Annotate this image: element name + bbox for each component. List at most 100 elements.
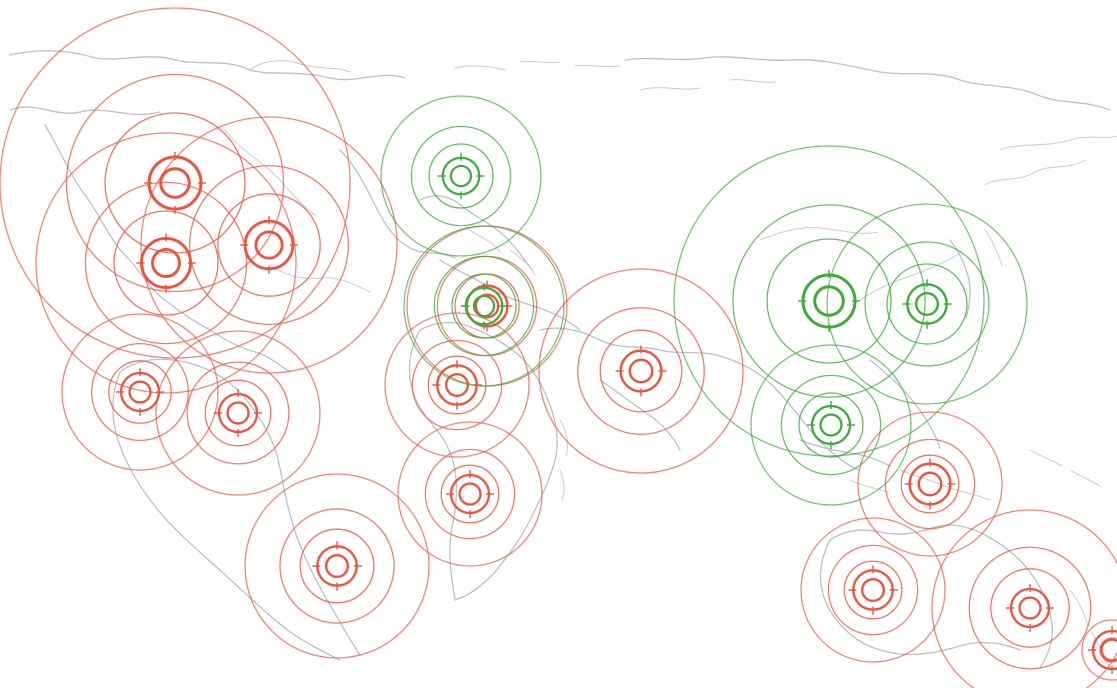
map-marker-negative[interactable]	[538, 268, 744, 474]
marker-halo-ring	[155, 330, 321, 496]
marker-inner-ring	[226, 401, 250, 425]
marker-halo-ring	[931, 509, 1117, 688]
marker-inner-ring	[628, 358, 654, 384]
marker-halo-ring	[599, 329, 683, 413]
marker-halo-ring	[826, 203, 1028, 405]
map-marker-negative[interactable]	[35, 132, 297, 394]
marker-halo-ring	[1081, 619, 1117, 681]
marker-halo-ring	[108, 360, 172, 424]
marker-halo-ring	[798, 392, 864, 458]
marker-inner-ring	[324, 553, 350, 579]
marker-inner-ring	[1018, 596, 1042, 620]
marker-halo-ring	[440, 464, 500, 524]
marker-core-ring	[810, 404, 852, 446]
marker-halo-ring	[827, 544, 919, 636]
marker-halo-ring	[857, 411, 1003, 557]
marker-halo-ring	[577, 307, 705, 435]
coastlines	[9, 50, 1117, 669]
marker-halo-ring	[1099, 637, 1117, 663]
marker-halo-ring	[900, 454, 960, 514]
marker-halo-ring	[244, 473, 430, 659]
marker-core-ring	[316, 545, 358, 587]
marker-core-ring	[906, 283, 948, 325]
marker-halo-ring	[410, 125, 512, 227]
marker-halo-ring	[427, 355, 487, 415]
marker-inner-ring	[1100, 638, 1117, 662]
marker-halo-ring	[990, 568, 1070, 648]
marker-inner-ring	[449, 164, 473, 188]
map-marker-negative[interactable]	[1081, 619, 1117, 681]
marker-inner-ring	[444, 372, 470, 398]
marker-halo-ring	[140, 116, 398, 374]
marker-halo-ring	[843, 560, 903, 620]
marker-halo-ring	[780, 374, 882, 476]
marker-halo-ring	[380, 95, 542, 257]
marker-core-ring	[1091, 629, 1117, 671]
map-marker-negative[interactable]	[155, 330, 321, 496]
marker-halo-ring	[61, 313, 219, 471]
marker-inner-ring	[860, 577, 886, 603]
map-marker-negative[interactable]	[140, 116, 398, 374]
marker-inner-ring	[474, 293, 500, 319]
marker-halo-ring	[750, 344, 912, 506]
marker-halo-ring	[538, 268, 744, 474]
map-marker-positive[interactable]	[403, 225, 565, 387]
marker-halo-ring	[451, 273, 517, 339]
marker-halo-ring	[800, 517, 946, 663]
map-marker-negative[interactable]	[384, 312, 530, 458]
marker-halo-ring	[411, 339, 503, 431]
marker-halo-ring	[90, 342, 190, 442]
marker-core-ring	[243, 219, 295, 271]
marker-halo-ring	[886, 263, 968, 345]
marker-halo-ring	[403, 225, 565, 387]
marker-core-ring	[908, 462, 952, 506]
marker-halo-ring	[35, 132, 297, 394]
marker-halo-ring	[673, 145, 985, 457]
marker-core-ring	[139, 236, 193, 290]
marker-core-ring	[217, 392, 259, 434]
map-marker-positive[interactable]	[380, 95, 542, 257]
marker-inner-ring	[151, 248, 181, 278]
marker-inner-ring	[458, 482, 482, 506]
marker-halo-ring	[433, 255, 535, 357]
marker-halo-ring	[113, 210, 219, 316]
markers-layer	[0, 7, 1117, 688]
marker-halo-ring	[397, 421, 543, 567]
map-marker-negative[interactable]	[931, 509, 1117, 688]
marker-core-ring	[1009, 587, 1051, 629]
marker-halo-ring	[864, 241, 990, 367]
map-marker-positive[interactable]	[826, 203, 1028, 405]
marker-halo-ring	[428, 143, 494, 209]
map-marker-negative[interactable]	[800, 517, 946, 663]
marker-halo-ring	[186, 361, 290, 465]
marker-core-ring	[441, 156, 481, 196]
marker-halo-ring	[884, 438, 976, 530]
marker-inner-ring	[813, 285, 845, 317]
map-marker-positive[interactable]	[750, 344, 912, 506]
map-marker-negative[interactable]	[397, 421, 543, 567]
marker-inner-ring	[819, 413, 843, 437]
map-marker-negative[interactable]	[61, 313, 219, 471]
marker-core-ring	[852, 569, 894, 611]
marker-inner-ring	[128, 380, 152, 404]
marker-halo-ring	[65, 73, 285, 293]
marker-core-ring	[619, 349, 663, 393]
marker-halo-ring	[188, 164, 350, 326]
map-marker-negative[interactable]	[244, 473, 430, 659]
marker-halo-ring	[299, 528, 375, 604]
map-marker-positive[interactable]	[673, 145, 985, 457]
marker-inner-ring	[917, 471, 943, 497]
marker-halo-ring	[424, 448, 516, 540]
marker-halo-ring	[384, 312, 530, 458]
marker-inner-ring	[472, 294, 496, 318]
marker-halo-ring	[279, 508, 395, 624]
marker-halo-ring	[766, 238, 892, 364]
marker-inner-ring	[254, 230, 284, 260]
marker-halo-ring	[732, 204, 926, 398]
marker-halo-ring	[217, 193, 321, 297]
marker-halo-ring	[968, 546, 1092, 670]
marker-halo-ring	[84, 181, 248, 345]
marker-halo-ring	[204, 379, 272, 447]
